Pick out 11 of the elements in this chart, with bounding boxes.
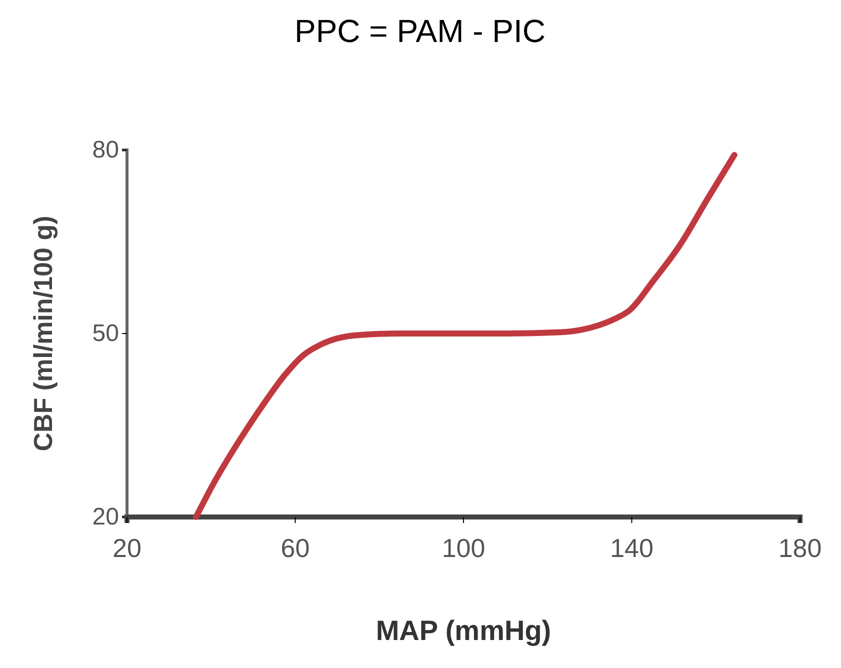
y-tick-label: 80 (92, 136, 119, 164)
x-tick-label: 60 (280, 533, 310, 564)
x-axis-title: MAP (mmHg) (376, 615, 552, 646)
x-tick-label: 180 (778, 533, 822, 564)
x-tick-label: 100 (442, 533, 486, 564)
x-tick-label: 20 (112, 533, 142, 564)
chart-title: PPC = PAM - PIC (294, 13, 546, 49)
y-tick-label: 50 (92, 320, 119, 348)
y-axis-title: CBF (ml/min/100 g) (28, 216, 58, 452)
y-tick-label: 20 (92, 504, 119, 531)
x-tick-label: 140 (610, 533, 654, 564)
